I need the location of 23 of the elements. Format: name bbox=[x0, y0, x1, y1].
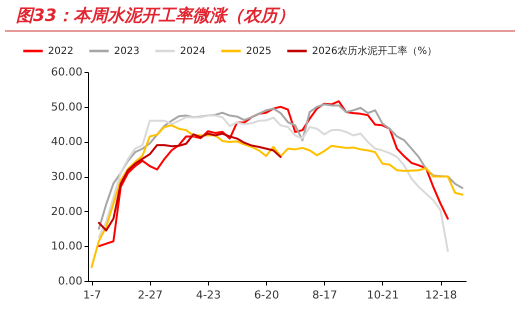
y-tick-label: 40.00 bbox=[51, 135, 82, 148]
y-tick-label: 10.00 bbox=[51, 240, 82, 253]
x-tick-label: 12-18 bbox=[425, 288, 458, 302]
legend-label: 2025 bbox=[246, 46, 272, 57]
y-tick-label: 20.00 bbox=[51, 204, 82, 218]
legend-label: 2024 bbox=[180, 46, 206, 57]
x-tick-label: 6-20 bbox=[254, 288, 280, 302]
legend-label: 2026农历水泥开工率（%） bbox=[312, 45, 437, 57]
line-series bbox=[98, 132, 282, 232]
legend-label: 2023 bbox=[114, 46, 140, 57]
x-tick-label: 2-27 bbox=[138, 288, 163, 302]
y-tick-label: 50.00 bbox=[51, 100, 82, 114]
chart-title: 图33：本周水泥开工率微涨（农历） bbox=[16, 5, 295, 27]
x-tick-label: 4-23 bbox=[196, 288, 221, 302]
line-series bbox=[98, 103, 464, 230]
x-tick-label: 10-21 bbox=[366, 288, 399, 302]
y-tick-label: 60.00 bbox=[51, 66, 82, 78]
line-series bbox=[90, 124, 464, 268]
x-tick-label: 8-17 bbox=[312, 288, 338, 302]
legend-label: 2022 bbox=[48, 46, 74, 57]
y-tick-label: 30.00 bbox=[51, 170, 82, 183]
x-tick-label: 1-7 bbox=[83, 288, 102, 302]
y-tick-label: 0.00 bbox=[58, 274, 82, 288]
